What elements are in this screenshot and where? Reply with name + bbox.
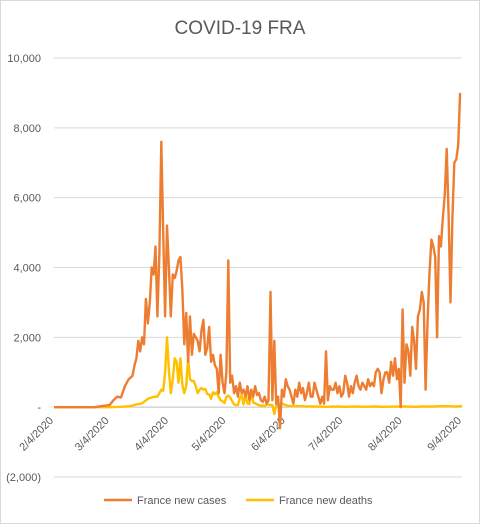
x-tick-label: 2/4/2020 — [17, 415, 56, 454]
x-tick-label: 8/4/2020 — [366, 415, 405, 454]
legend-label: France new cases — [137, 495, 227, 507]
legend: France new cases France new deaths — [104, 495, 373, 507]
x-axis-ticks: 2/4/2020 3/4/2020 4/4/2020 5/4/2020 6/4/2020… — [17, 415, 464, 454]
x-tick-label: 3/4/2020 — [73, 415, 112, 454]
x-tick-label: 7/4/2020 — [307, 415, 346, 454]
y-tick-label: 6,000 — [13, 193, 41, 205]
y-tick-label: 8,000 — [13, 123, 41, 135]
series-line — [54, 92, 462, 430]
y-axis-ticks: (2,000) - 2,000 4,000 6,000 8,000 10,000 — [6, 53, 41, 484]
chart-title: COVID-19 FRA — [175, 18, 306, 39]
x-tick-label: 5/4/2020 — [190, 415, 229, 454]
y-tick-label: - — [37, 402, 41, 414]
series-lines — [54, 92, 463, 430]
x-tick-label: 6/4/2020 — [249, 415, 288, 454]
y-tick-label: 2,000 — [13, 332, 41, 344]
x-tick-label: 4/4/2020 — [132, 415, 171, 454]
series-line — [54, 336, 463, 416]
y-tick-label: (2,000) — [6, 472, 41, 484]
y-tick-label: 4,000 — [13, 263, 41, 275]
x-tick-label: 9/4/2020 — [425, 415, 464, 454]
legend-label: France new deaths — [279, 495, 373, 507]
gridlines — [54, 57, 462, 478]
y-tick-label: 10,000 — [7, 53, 41, 65]
